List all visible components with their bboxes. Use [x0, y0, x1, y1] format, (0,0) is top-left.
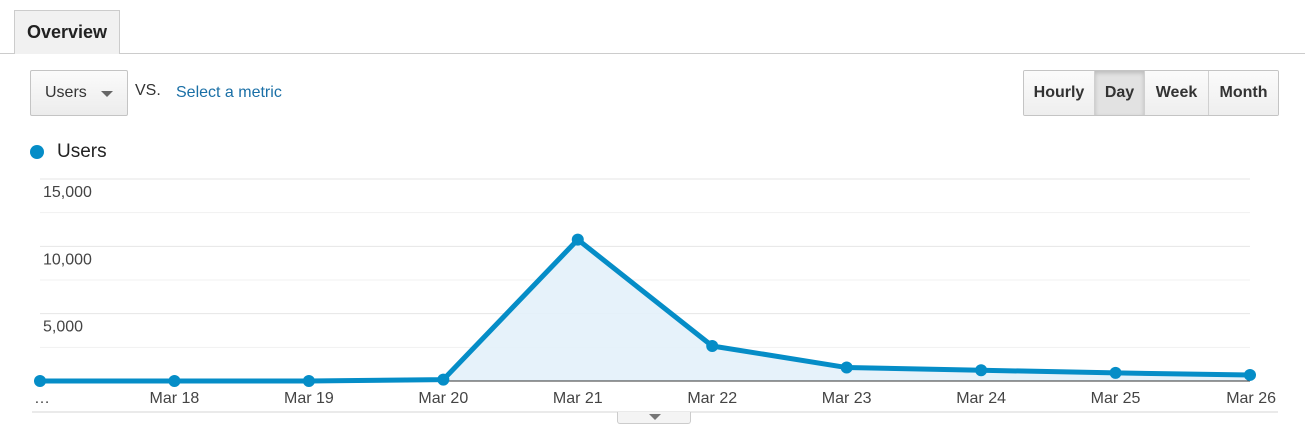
data-point: [1109, 366, 1122, 379]
period-toggle-group: Hourly Day Week Month: [1023, 70, 1279, 116]
x-tick-label: Mar 25: [1091, 390, 1141, 407]
x-tick-label: Mar 20: [418, 390, 468, 407]
data-point: [437, 373, 450, 386]
caret-down-icon: [101, 91, 113, 97]
y-tick-label: 15,000: [43, 184, 92, 201]
x-tick-label: Mar 23: [822, 390, 872, 407]
data-point: [302, 375, 315, 387]
x-tick-label: Mar 24: [956, 390, 1006, 407]
hourly-button[interactable]: Hourly: [1024, 71, 1095, 115]
data-point: [34, 375, 46, 387]
tab-overview[interactable]: Overview: [14, 10, 120, 53]
day-button[interactable]: Day: [1095, 71, 1145, 115]
data-point: [168, 375, 181, 387]
x-tick-label: …: [34, 390, 50, 407]
x-tick-label: Mar 22: [687, 390, 737, 407]
metric-dropdown[interactable]: Users: [30, 70, 128, 116]
x-tick-label: Mar 26: [1226, 390, 1276, 407]
y-tick-label: 5,000: [43, 319, 83, 336]
series-line: [40, 237, 1251, 384]
tab-underline-cover: [15, 52, 119, 54]
data-point: [1244, 368, 1256, 381]
legend-label: Users: [57, 141, 107, 162]
data-point: [706, 339, 719, 352]
vs-label: VS.: [135, 82, 161, 99]
tabs-divider: [0, 53, 1305, 54]
data-point: [975, 364, 988, 377]
data-point: [840, 361, 853, 374]
y-tick-label: 10,000: [43, 251, 92, 268]
metric-dropdown-value: Users: [45, 84, 87, 101]
x-tick-label: Mar 21: [553, 390, 603, 407]
legend-dot-icon: [30, 145, 44, 159]
data-point: [571, 233, 584, 246]
caret-down-icon: [649, 414, 661, 420]
series-area: [40, 239, 1250, 381]
x-tick-label: Mar 19: [284, 390, 334, 407]
week-button[interactable]: Week: [1145, 71, 1209, 115]
expand-chart-handle[interactable]: [617, 412, 691, 424]
select-metric-link[interactable]: Select a metric: [176, 84, 282, 101]
month-button[interactable]: Month: [1209, 71, 1278, 115]
x-tick-label: Mar 18: [150, 390, 200, 407]
